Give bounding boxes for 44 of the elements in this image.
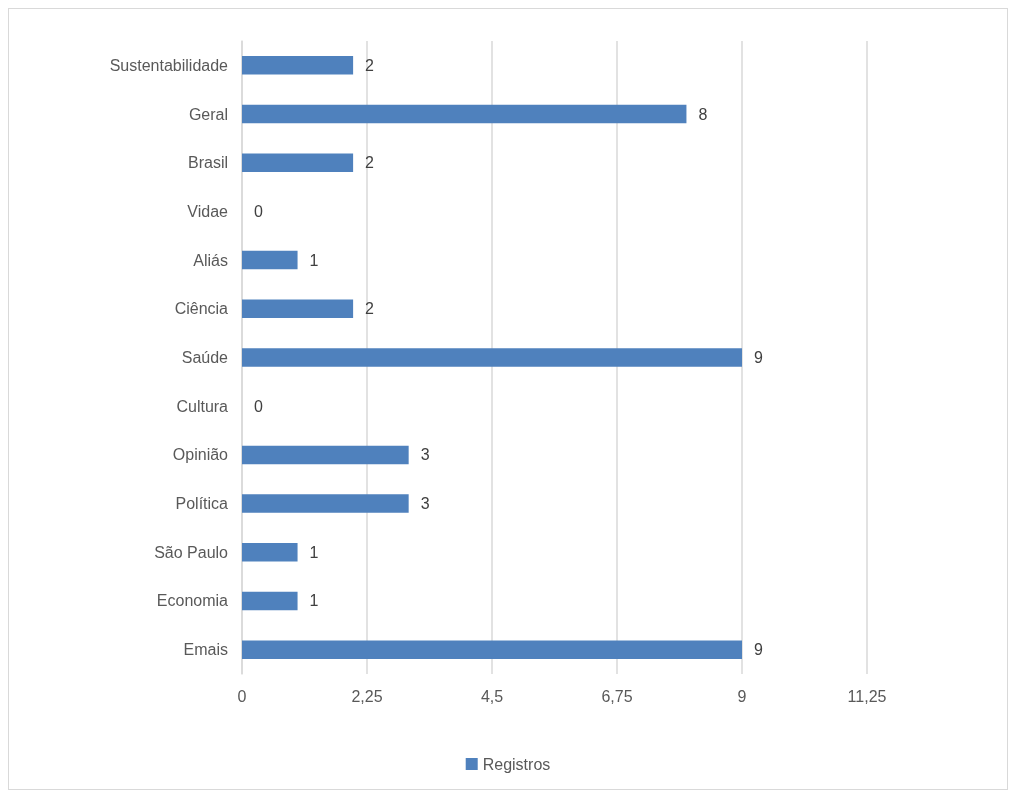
bar: [242, 640, 742, 659]
data-label: 0: [254, 202, 263, 220]
data-label: 9: [754, 641, 763, 659]
y-tick-label: Brasil: [187, 154, 228, 172]
x-tick-label: 6,75: [601, 687, 633, 705]
y-tick-label: Geral: [188, 105, 228, 123]
data-label: 3: [420, 446, 430, 464]
data-label: 2: [365, 154, 375, 172]
data-label: 2: [365, 56, 375, 74]
y-tick-label: Saúde: [181, 349, 229, 366]
y-tick-label: Sustentabilidade: [109, 56, 229, 74]
data-label: 1: [309, 592, 319, 610]
bar: [242, 104, 687, 124]
y-tick-label: Cultura: [176, 397, 229, 415]
data-label: 0: [254, 397, 263, 415]
data-label: 2: [365, 300, 375, 318]
bar: [242, 56, 354, 75]
data-label: 9: [754, 349, 763, 366]
x-tick-label: 9: [737, 687, 747, 705]
x-tick-label: 11,25: [847, 687, 887, 705]
y-tick-label: Economia: [156, 592, 229, 610]
bar: [242, 153, 354, 172]
y-tick-label: São Paulo: [154, 543, 229, 561]
bar: [242, 445, 409, 465]
bar: [242, 250, 298, 270]
y-tick-label: Política: [175, 495, 229, 513]
legend-label: Registros: [482, 755, 551, 773]
y-tick-label: Vidae: [187, 202, 229, 220]
bar: [242, 543, 298, 562]
y-tick-label: Emais: [183, 641, 228, 659]
data-label: 1: [309, 543, 319, 561]
data-label: 8: [698, 105, 708, 123]
x-tick-label: 4,5: [480, 687, 504, 705]
y-tick-label: Ciência: [174, 300, 229, 318]
bar: [242, 494, 409, 513]
data-label: 3: [420, 495, 430, 513]
bar: [242, 299, 354, 319]
y-tick-label: Aliás: [193, 251, 228, 269]
x-tick-label: 0: [237, 687, 247, 705]
y-tick-label: Opinião: [172, 446, 229, 464]
bar: [242, 348, 742, 367]
bar: [242, 591, 298, 611]
data-label: 1: [309, 251, 319, 269]
x-tick-label: 2,25: [351, 687, 383, 705]
